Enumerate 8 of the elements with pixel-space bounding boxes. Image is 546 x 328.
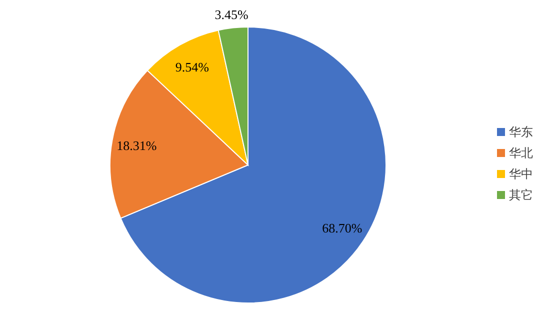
legend-label: 华中 bbox=[509, 167, 533, 181]
legend-label: 其它 bbox=[509, 188, 533, 202]
data-label: 9.54% bbox=[175, 60, 210, 75]
legend-label: 华北 bbox=[509, 146, 533, 160]
data-label: 3.45% bbox=[214, 7, 249, 22]
data-label: 18.31% bbox=[116, 138, 157, 153]
data-label: 68.70% bbox=[322, 220, 362, 236]
legend-label: 华东 bbox=[509, 125, 533, 139]
